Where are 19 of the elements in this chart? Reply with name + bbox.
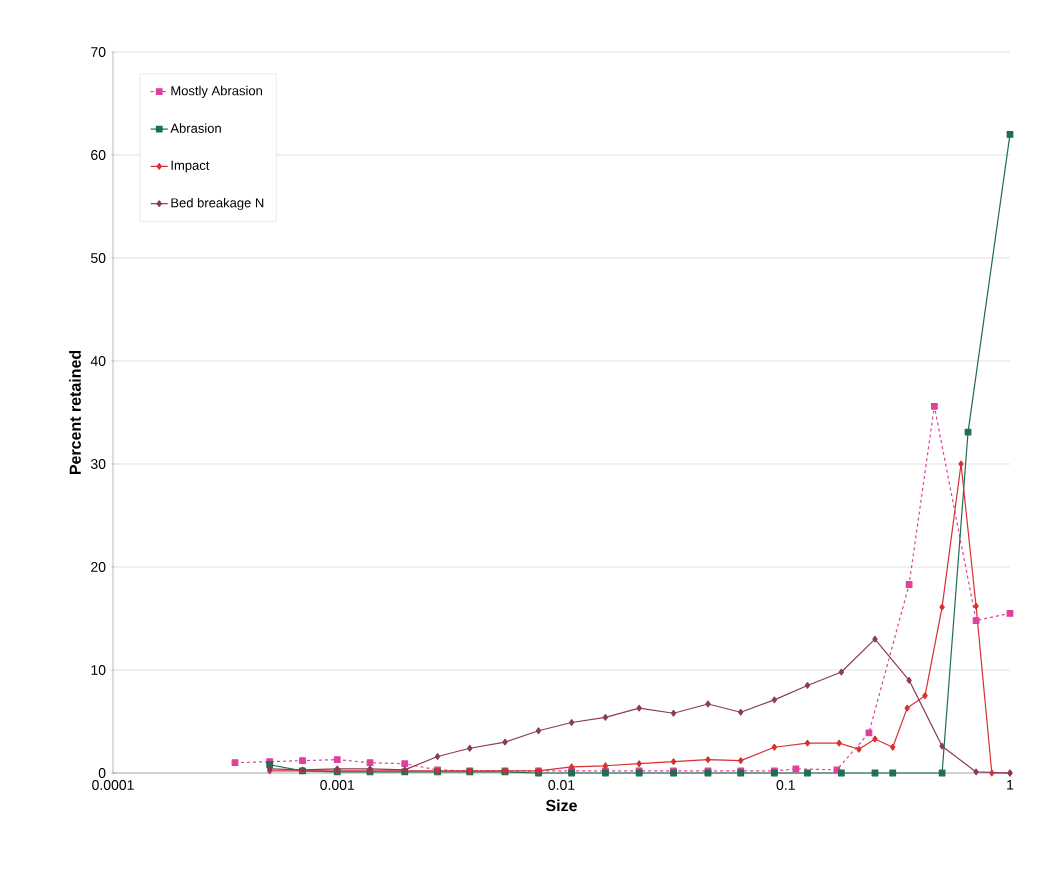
y-axis-title: Percent retained xyxy=(69,350,81,475)
x-tick-label: 0.001 xyxy=(320,779,355,790)
legend-label: Abrasion xyxy=(170,123,221,133)
x-tick-label: 0.1 xyxy=(776,779,795,790)
y-tick-label: 40 xyxy=(90,356,106,366)
y-tick-label: 60 xyxy=(91,150,106,160)
y-tick-label: 0 xyxy=(98,768,106,778)
legend-label: Bed breakage N xyxy=(171,197,264,211)
x-tick-label: 0.0001 xyxy=(92,779,134,790)
legend-label: Impact xyxy=(171,160,210,173)
legend-label: Mostly Abrasion xyxy=(171,85,262,98)
y-tick-label: 50 xyxy=(90,253,106,263)
x-axis-title: Size xyxy=(545,799,577,812)
x-tick-label: 0.01 xyxy=(548,779,575,790)
y-tick-label: 30 xyxy=(90,459,106,469)
x-tick-label: 1 xyxy=(1007,779,1014,790)
y-tick-label: 20 xyxy=(91,562,106,572)
y-tick-label: 10 xyxy=(91,665,106,675)
y-tick-label: 70 xyxy=(91,47,106,57)
